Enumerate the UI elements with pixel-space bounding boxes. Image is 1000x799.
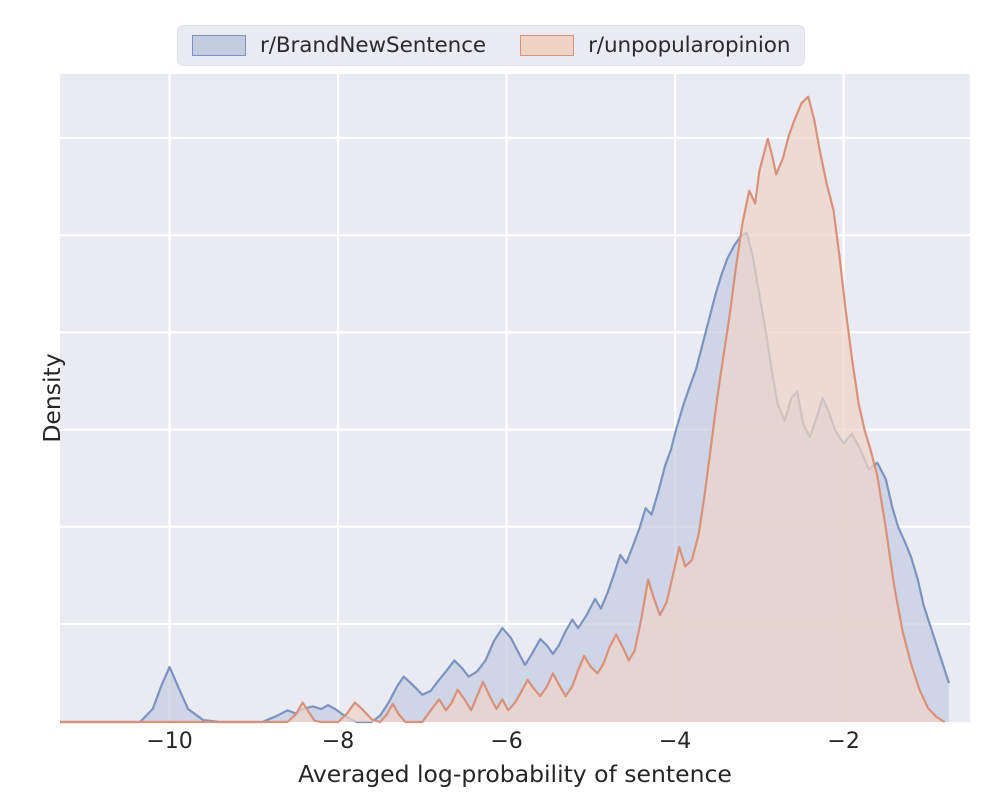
x-tick-label: −10 xyxy=(146,729,193,754)
series-layer xyxy=(60,95,950,724)
legend-swatch-brandnewsentence xyxy=(192,35,246,56)
y-axis-label: Density xyxy=(38,353,66,443)
legend-entry-brandnewsentence[interactable]: r/BrandNewSentence xyxy=(192,33,486,58)
legend-entry-unpopularopinion[interactable]: r/unpopularopinion xyxy=(520,33,790,58)
x-tick-label: −8 xyxy=(321,729,355,754)
legend-label-unpopularopinion: r/unpopularopinion xyxy=(588,33,791,58)
series-outline-1 xyxy=(60,95,946,724)
x-tick-label: −6 xyxy=(490,729,523,754)
chart-legend[interactable]: r/BrandNewSentence r/unpopularopinion xyxy=(177,25,806,66)
legend-swatch-unpopularopinion xyxy=(520,35,575,56)
x-tick-label: −2 xyxy=(827,729,860,754)
x-tick-label: −4 xyxy=(658,729,692,754)
series-area-1 xyxy=(60,96,945,723)
legend-label-brandnewsentence: r/BrandNewSentence xyxy=(260,33,487,58)
x-axis-label: Averaged log-probability of sentence xyxy=(298,760,732,788)
